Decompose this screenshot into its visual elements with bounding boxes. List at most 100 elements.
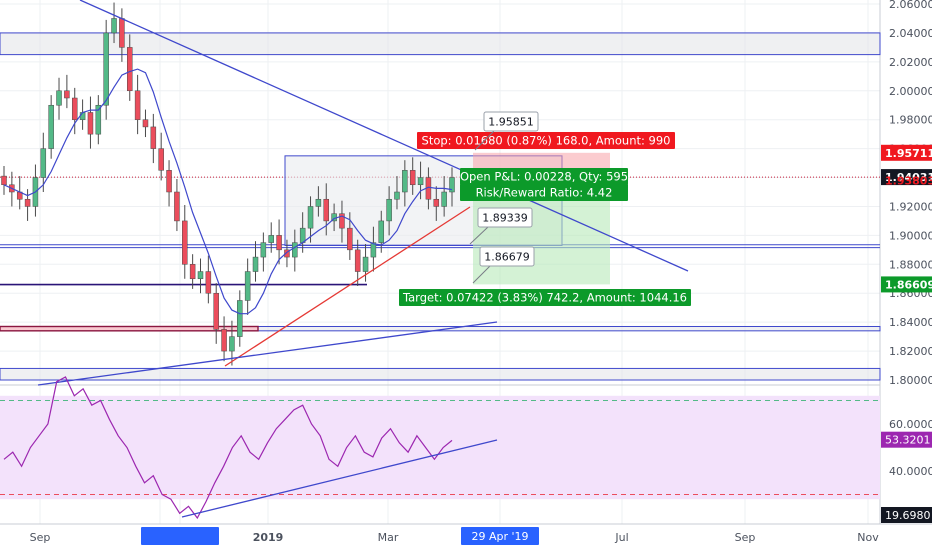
stop-label: Stop: 0.01680 (0.87%) 168.0, Amount: 990 (417, 132, 675, 149)
candle-body (71, 97, 78, 120)
callout-high-text: 1.95851 (488, 116, 534, 129)
callout-high-bg (483, 111, 539, 132)
candle-body (449, 177, 455, 193)
descending-trendline (79, 0, 689, 272)
candle-body (150, 126, 157, 149)
sr-zone (0, 32, 881, 56)
candle-body (378, 220, 385, 243)
price-tick-label: 1.90000 (889, 229, 932, 242)
callout-low-bg (479, 246, 535, 267)
stop-label-bg (417, 132, 675, 149)
callout-mid-pointer (469, 226, 489, 245)
lower-channel-line (37, 321, 498, 386)
candle-body (292, 242, 298, 258)
candle-body (189, 264, 196, 280)
candle-body (362, 256, 369, 272)
rsi-tick-label: 40.0000 (889, 465, 932, 478)
price-tick-label: 2.04000 (889, 27, 932, 40)
callout-mid: 1.89339 (469, 207, 533, 245)
candle-body (119, 18, 125, 48)
rsi-low-marker-bg (881, 507, 932, 523)
price-tick-label: 1.84000 (889, 316, 932, 329)
callout-mid-text: 1.89339 (482, 212, 528, 225)
candle-body (394, 191, 400, 200)
candle-body (252, 256, 259, 272)
time-tick-label: Jul (614, 531, 628, 544)
time-marker-bg (461, 527, 539, 545)
candle-body (307, 206, 314, 229)
price-marker-text: 1.93803 (885, 174, 932, 187)
price-marker-text: 1.86609 (885, 278, 932, 291)
risk-reward-label-bg (460, 184, 628, 201)
callout-low-text: 1.86679 (484, 251, 530, 264)
callout-labels: Stop: 0.01680 (0.87%) 168.0, Amount: 990… (399, 111, 691, 306)
candle-body (276, 235, 282, 251)
rsi-panel (0, 376, 880, 520)
sr-zone (0, 367, 881, 381)
target-label-bg (399, 289, 691, 306)
callout-low-pointer (472, 265, 491, 284)
pink-zone (0, 325, 259, 332)
candle-body (95, 104, 102, 135)
candle-body (56, 90, 62, 106)
price-axis[interactable]: 2.060002.040002.020002.000001.980001.960… (881, 0, 932, 523)
candle-body (339, 213, 345, 229)
open-pl-label: Open P&L: 0.00228, Qty: 595 (460, 168, 628, 185)
moving-average-line (3, 68, 453, 315)
rsi-band (0, 395, 880, 500)
candle-body (354, 249, 361, 272)
time-tick-label: Nov (857, 531, 879, 544)
ascending-trendline (224, 206, 471, 367)
candle-body (284, 249, 290, 258)
candle-body (205, 271, 212, 294)
rsi-low-marker-text: 19.6980 (885, 509, 931, 522)
callout-mid-bg (477, 207, 533, 228)
candle-body (402, 170, 408, 193)
candle-body (244, 271, 251, 301)
candle-body (441, 191, 447, 207)
candle-body (299, 227, 306, 243)
open-pl-label-text: Open P&L: 0.00228, Qty: 595 (460, 170, 628, 184)
candle-body (111, 18, 117, 34)
price-tick-label: 2.06000 (889, 0, 932, 11)
target-label: Target: 0.07422 (3.83%) 742.2, Amount: 1… (399, 289, 691, 306)
candle-body (315, 198, 322, 207)
price-marker-bg (881, 144, 932, 161)
time-tick-label: Sep (30, 531, 51, 544)
price-marker-text: 1.94031 (885, 171, 932, 184)
callout-low: 1.86679 (472, 246, 535, 284)
callout-high-pointer (474, 130, 495, 151)
rsi-tick-label: 60.0000 (889, 418, 932, 431)
price-marker-bg (881, 169, 932, 186)
candle-body (323, 198, 329, 222)
candle-body (417, 177, 424, 186)
time-tick-label: 2019 (253, 531, 284, 544)
candle-body (174, 191, 180, 222)
candle-body (182, 220, 188, 265)
rsi-line (3, 376, 453, 520)
candle-body (103, 32, 109, 106)
candle-body (142, 119, 149, 128)
time-tick-label: Mar (378, 531, 399, 544)
candle-body (1, 175, 7, 186)
open-pl-label-bg (460, 168, 628, 185)
candle-body (197, 271, 204, 280)
candle-body (64, 90, 70, 99)
candle-body (260, 242, 267, 258)
risk-reward-label: Risk/Reward Ratio: 4.42 (460, 184, 628, 201)
candle-body (221, 329, 227, 352)
candle-body (79, 112, 86, 120)
candle-body (268, 235, 274, 243)
stop-label-text: Stop: 0.01680 (0.87%) 168.0, Amount: 990 (422, 134, 671, 148)
time-axis[interactable]: SepNov14 Nov '182019Mar29 Apr '19JulSepN… (0, 523, 932, 545)
price-tick-label: 1.80000 (889, 374, 932, 387)
time-marker-bg (141, 527, 219, 545)
price-marker-bg (881, 276, 932, 293)
candle-body (433, 198, 440, 207)
price-tick-label: 1.92000 (889, 200, 932, 213)
support-resistance-zones (0, 32, 881, 381)
rsi-last-marker-bg (881, 431, 932, 448)
candle-body (386, 198, 392, 222)
candle-body (213, 292, 219, 330)
